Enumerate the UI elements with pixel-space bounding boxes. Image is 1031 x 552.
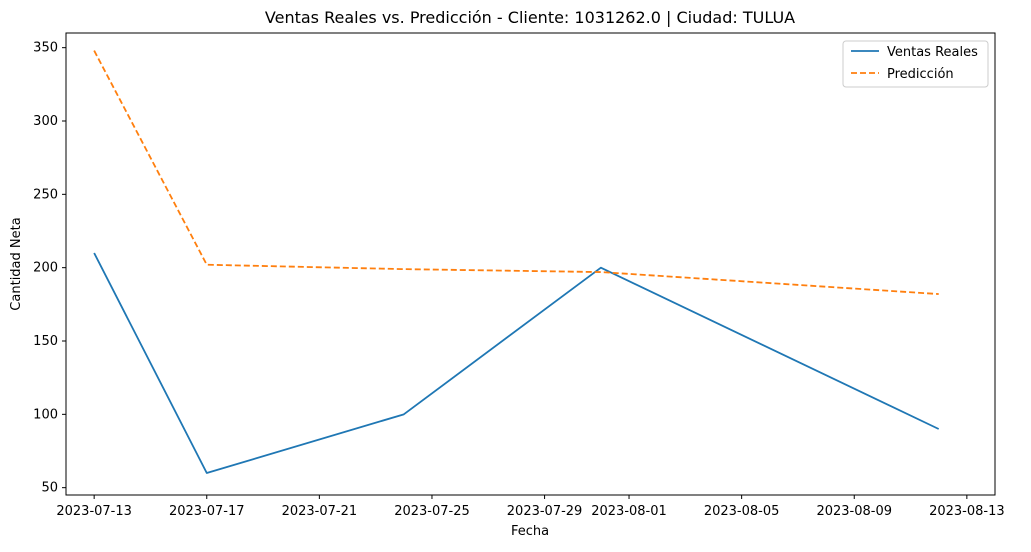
y-axis: 50 100 150 200 250 300 350 (33, 41, 66, 496)
legend: Ventas Reales Predicción (842, 40, 989, 88)
y-tick-label: 200 (33, 261, 58, 276)
plot-area (65, 32, 996, 496)
y-tick-label: 50 (41, 481, 58, 496)
x-tick-label: 2023-07-21 (282, 504, 358, 519)
y-tick-label: 100 (33, 407, 58, 422)
x-axis-label: Fecha (511, 524, 549, 539)
y-axis-label: Cantidad Neta (9, 217, 24, 310)
legend-label-1: Predicción (887, 67, 954, 82)
y-tick-label: 250 (33, 187, 58, 202)
x-tick-label: 2023-07-25 (394, 504, 470, 519)
series-line-1 (93, 50, 939, 295)
y-tick-label: 300 (33, 114, 58, 129)
x-tick-label: 2023-08-13 (929, 504, 1005, 519)
x-tick-label: 2023-08-09 (816, 504, 892, 519)
x-axis: 2023-07-13 2023-07-17 2023-07-21 2023-07-25… (56, 495, 1005, 519)
x-tick-label: 2023-07-29 (507, 504, 583, 519)
legend-label-0: Ventas Reales (887, 45, 978, 60)
chart-title: Ventas Reales vs. Predicción - Cliente: … (265, 8, 795, 27)
x-tick-label: 2023-07-13 (56, 504, 132, 519)
y-tick-label: 350 (33, 41, 58, 56)
series-layer (93, 50, 940, 474)
y-tick-label: 150 (33, 334, 58, 349)
legend-box (842, 40, 989, 88)
x-tick-label: 2023-08-05 (704, 504, 780, 519)
x-tick-label: 2023-08-01 (591, 504, 667, 519)
series-line-0 (93, 252, 940, 474)
x-tick-label: 2023-07-17 (169, 504, 245, 519)
